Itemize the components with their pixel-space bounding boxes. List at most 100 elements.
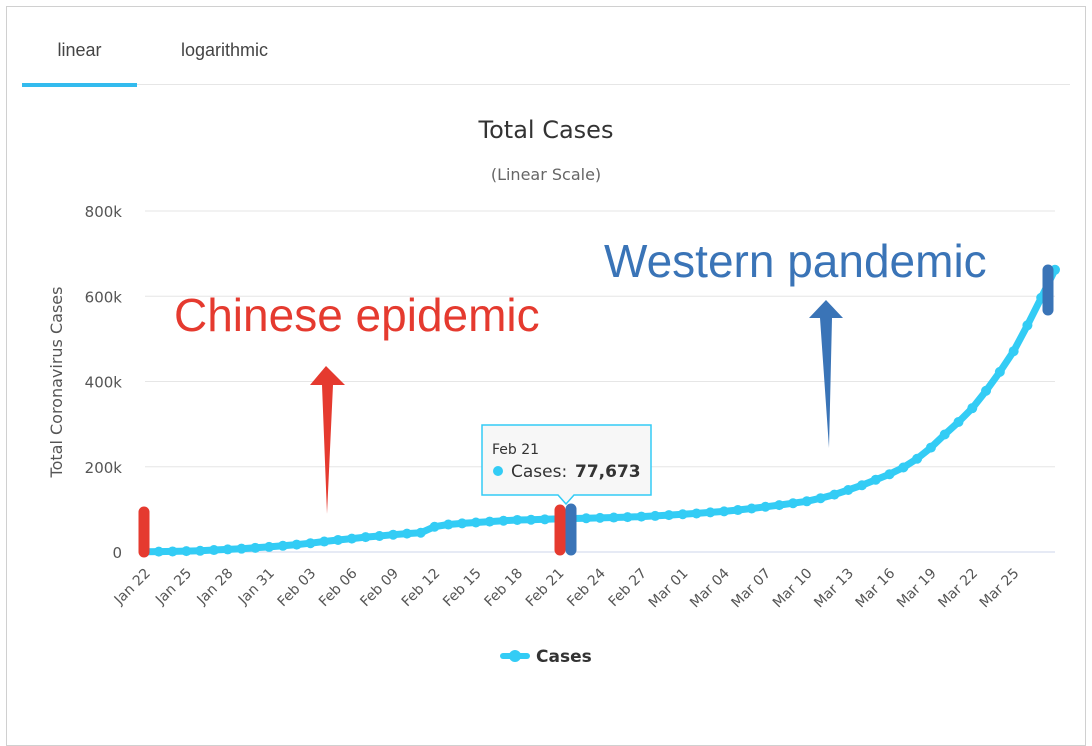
data-point (650, 510, 661, 521)
x-tick-label: Mar 19 (894, 566, 940, 612)
data-point (663, 510, 674, 521)
chart-subtitle: (Linear Scale) (491, 165, 601, 184)
data-point (912, 453, 923, 464)
data-point (181, 546, 192, 557)
data-point (291, 539, 302, 550)
x-tick-label: Feb 03 (275, 566, 320, 611)
data-point (939, 429, 950, 440)
y-tick-label: 0 (112, 544, 122, 562)
x-tick-label: Jan 31 (235, 566, 278, 609)
y-tick-label: 400k (85, 374, 123, 392)
data-point (470, 517, 481, 528)
data-point (250, 542, 261, 553)
tooltip-series-dot (493, 466, 503, 476)
data-point (319, 536, 330, 547)
data-point (153, 546, 164, 557)
data-point (277, 540, 288, 551)
x-tick-label: Feb 27 (606, 566, 651, 611)
data-point (264, 541, 275, 552)
data-point (870, 474, 881, 485)
x-tick-label: Feb 15 (440, 566, 485, 611)
x-tick-label: Mar 16 (853, 565, 899, 611)
data-point (512, 514, 523, 525)
x-tick-label: Feb 12 (399, 566, 444, 611)
data-point (774, 500, 785, 511)
data-point (746, 503, 757, 514)
data-point (581, 513, 592, 524)
scale-tabs: linear logarithmic (22, 28, 1070, 87)
legend-item-cases[interactable]: Cases (536, 647, 592, 667)
tab-linear[interactable]: linear (22, 40, 137, 87)
data-point (539, 514, 550, 525)
tooltip-value: 77,673 (575, 462, 641, 482)
x-tick-label: Mar 13 (811, 566, 857, 612)
data-point (884, 469, 895, 480)
data-point (333, 534, 344, 545)
data-point (953, 416, 964, 427)
data-point (360, 532, 371, 543)
data-point (981, 385, 992, 396)
y-tick-label: 200k (85, 459, 123, 477)
data-point (498, 515, 509, 526)
x-tick-label: Mar 07 (729, 566, 775, 612)
x-tick-label: Feb 18 (482, 566, 527, 611)
data-point (636, 511, 647, 522)
data-point (967, 403, 978, 414)
annotation-western-pandemic: Western pandemic (604, 235, 987, 287)
tooltip-label: Cases: (511, 462, 567, 482)
tab-logarithmic[interactable]: logarithmic (180, 40, 269, 60)
data-point (843, 484, 854, 495)
data-point (788, 498, 799, 509)
x-tick-label: Mar 22 (935, 566, 981, 612)
x-tick-label: Jan 28 (194, 566, 237, 609)
data-point (167, 546, 178, 557)
data-point (801, 496, 812, 507)
data-point (222, 544, 233, 555)
data-point (346, 533, 357, 544)
data-point (443, 519, 454, 530)
data-point (898, 462, 909, 473)
x-tick-label: Feb 21 (523, 566, 568, 611)
data-point (829, 489, 840, 500)
up-arrow-icon (310, 366, 345, 514)
data-point (208, 545, 219, 556)
data-point (732, 505, 743, 516)
data-point (608, 512, 619, 523)
data-point (760, 501, 771, 512)
data-point (925, 442, 936, 453)
data-point (691, 508, 702, 519)
data-point (305, 538, 316, 549)
y-axis-label: Total Coronavirus Cases (47, 287, 66, 479)
chart-container (6, 6, 1086, 746)
y-tick-label: 600k (85, 288, 123, 306)
chart-title: Total Cases (478, 116, 614, 144)
data-point (457, 518, 468, 529)
data-point (526, 514, 537, 525)
x-tick-label: Mar 01 (646, 566, 692, 612)
data-point (401, 528, 412, 539)
legend-symbol-dot (509, 650, 521, 662)
data-point (1022, 320, 1033, 331)
tooltip-box (481, 424, 652, 506)
data-point (429, 521, 440, 532)
data-point (719, 506, 730, 517)
data-point (374, 530, 385, 541)
annotation-chinese-epidemic: Chinese epidemic (174, 289, 540, 341)
x-tick-label: Mar 04 (687, 565, 733, 611)
data-point (815, 493, 826, 504)
x-tick-label: Mar 10 (770, 566, 816, 612)
x-tick-label: Mar 25 (977, 566, 1023, 612)
data-point (484, 516, 495, 527)
y-tick-label: 800k (85, 203, 123, 221)
data-point (388, 529, 399, 540)
data-point (595, 512, 605, 523)
x-tick-label: Feb 06 (316, 565, 361, 610)
data-point (856, 480, 867, 491)
data-point (1008, 346, 1019, 357)
data-point (236, 543, 247, 554)
up-arrow-icon (809, 300, 843, 448)
x-tick-label: Feb 09 (357, 566, 402, 611)
tooltip-date: Feb 21 (492, 442, 539, 458)
data-point (677, 509, 688, 520)
